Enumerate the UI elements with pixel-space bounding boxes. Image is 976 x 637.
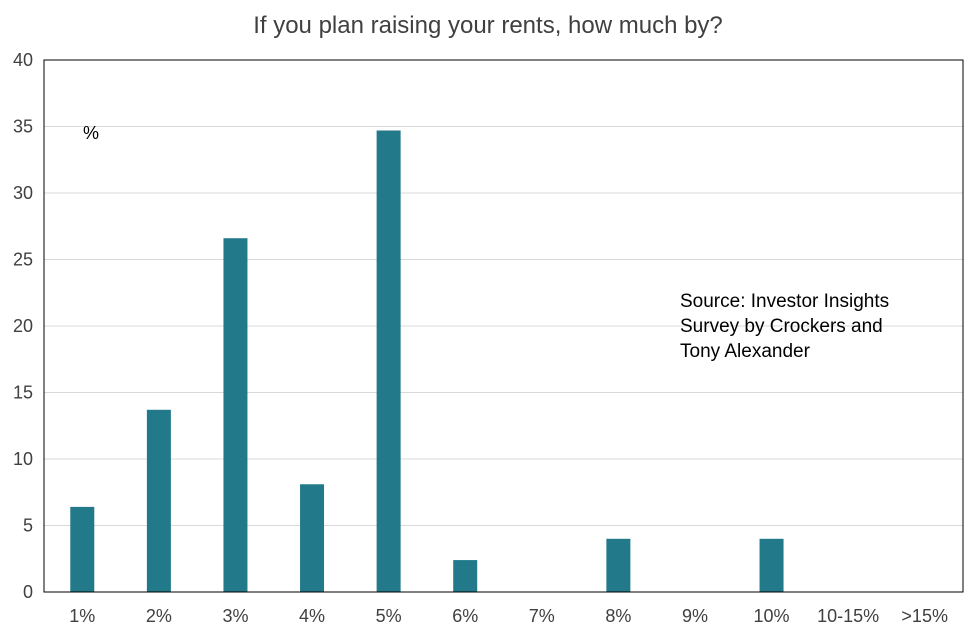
y-tick-label: 30 bbox=[13, 183, 33, 203]
source-line-2: Survey by Crockers and bbox=[680, 316, 883, 337]
x-tick-label: 1% bbox=[69, 606, 95, 626]
chart-title: If you plan raising your rents, how much… bbox=[253, 12, 723, 39]
bars bbox=[70, 130, 784, 593]
bar bbox=[70, 506, 95, 592]
x-tick-label: 4% bbox=[299, 606, 325, 626]
x-tick-label: 7% bbox=[529, 606, 555, 626]
x-tick-label: 2% bbox=[146, 606, 172, 626]
bar bbox=[453, 560, 478, 592]
source-line-1: Source: Investor Insights bbox=[680, 291, 889, 312]
bar bbox=[759, 538, 784, 592]
y-axis-ticks: 0 5 10 15 20 25 30 35 40 bbox=[13, 50, 33, 602]
y-tick-label: 35 bbox=[13, 117, 33, 137]
x-tick-label: 6% bbox=[452, 606, 478, 626]
y-tick-label: 0 bbox=[23, 582, 33, 602]
y-tick-label: 20 bbox=[13, 316, 33, 336]
x-tick-label: 10-15% bbox=[817, 606, 879, 626]
bar bbox=[300, 484, 325, 592]
plot-frame bbox=[43, 59, 964, 593]
x-tick-label: 3% bbox=[222, 606, 248, 626]
y-tick-label: 10 bbox=[13, 449, 33, 469]
x-tick-label: >15% bbox=[901, 606, 948, 626]
bar bbox=[146, 409, 171, 592]
x-tick-label: 8% bbox=[605, 606, 631, 626]
bar bbox=[223, 238, 248, 592]
source-annotation: Source: Investor Insights Survey by Croc… bbox=[680, 291, 889, 362]
x-tick-label: 10% bbox=[754, 606, 790, 626]
y-axis-unit-label: % bbox=[83, 123, 99, 143]
x-axis-ticks: 1% 2% 3% 4% 5% 6% 7% 8% 9% 10% 10-15% >15% bbox=[69, 606, 948, 626]
bar bbox=[376, 130, 401, 593]
x-tick-label: 9% bbox=[682, 606, 708, 626]
source-line-3: Tony Alexander bbox=[680, 341, 811, 362]
y-tick-label: 40 bbox=[13, 50, 33, 70]
y-tick-label: 5 bbox=[23, 516, 33, 536]
y-tick-label: 15 bbox=[13, 383, 33, 403]
y-tick-label: 25 bbox=[13, 250, 33, 270]
grid-lines bbox=[44, 126, 963, 526]
x-tick-label: 5% bbox=[376, 606, 402, 626]
bar bbox=[606, 538, 631, 592]
